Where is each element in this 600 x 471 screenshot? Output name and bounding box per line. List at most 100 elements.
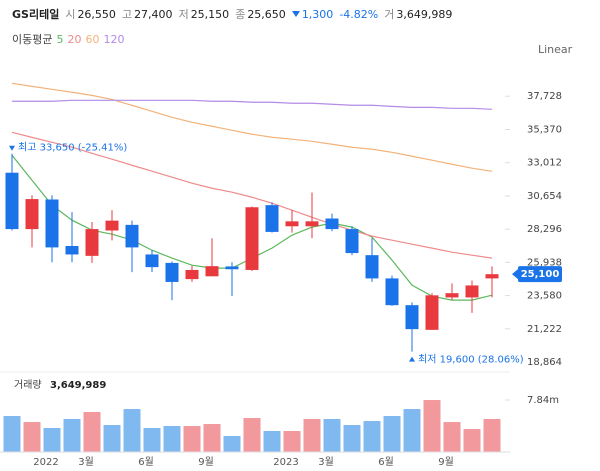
- volume-bar: [243, 417, 261, 452]
- volume-bar: [83, 412, 101, 452]
- y-tick-label: 21,222: [527, 324, 562, 335]
- quote-label: 종: [235, 8, 246, 21]
- volume-bar: [103, 425, 121, 452]
- volume-bar: [23, 422, 41, 452]
- low-marker: [409, 356, 415, 362]
- ma-legend: 이동평균 5 20 60 120: [12, 31, 128, 47]
- quote-value: 25,150: [190, 8, 230, 21]
- candle-body: [185, 269, 199, 280]
- volume-bar: [203, 424, 221, 452]
- volume-title: 거래량: [14, 379, 42, 391]
- header: GS리테일 시 26,550 고 27,400 저 25,150 종 25,650 1,300 -4…: [12, 6, 458, 22]
- quote-value: 26,550: [77, 8, 116, 21]
- x-tick-label: 3월: [78, 456, 94, 468]
- volume-bar: [443, 422, 461, 452]
- ma-legend-item: 20: [67, 33, 82, 46]
- scale-toggle[interactable]: Linear: [538, 43, 573, 56]
- y-tick-label: 37,728: [527, 91, 562, 102]
- volume-bar: [223, 436, 241, 452]
- ma-legend-item: 120: [103, 33, 125, 46]
- candle-body: [25, 199, 39, 230]
- volume-bar: [383, 416, 401, 452]
- volume-total: 3,649,989: [50, 380, 106, 391]
- change: 1,300: [301, 8, 334, 21]
- x-tick-label: 3월: [318, 456, 334, 468]
- volume-bar: [323, 418, 341, 452]
- candle-body: [405, 305, 419, 330]
- quote-label: 저: [178, 8, 189, 21]
- x-tick-label: 2023: [273, 457, 298, 468]
- volume-bar: [123, 409, 141, 452]
- ma-legend-item: 5: [56, 33, 64, 46]
- y-tick-label: 30,654: [527, 191, 562, 202]
- y-tick-label: 28,296: [527, 224, 562, 235]
- volume-label: 거: [384, 8, 395, 21]
- candle-body: [345, 229, 359, 254]
- ma-label: 이동평균: [12, 33, 53, 46]
- down-arrow: [291, 11, 300, 17]
- high-marker: [9, 145, 15, 151]
- candle-body: [425, 295, 439, 330]
- candle-body: [85, 229, 99, 256]
- y-tick-label: 33,012: [527, 158, 562, 169]
- volume-bar: [263, 430, 281, 452]
- quote-label: 고: [121, 8, 133, 21]
- candle-body: [205, 266, 219, 277]
- candle-body: [45, 199, 59, 248]
- quote-label: 시: [65, 8, 76, 21]
- y-tick-label: 18,864: [527, 357, 562, 368]
- candle-body: [165, 262, 179, 282]
- candle-body: [445, 293, 459, 298]
- candle-body: [5, 172, 19, 230]
- quote-value: 27,400: [134, 8, 173, 21]
- candle-body: [305, 221, 319, 227]
- y-tick-label: 23,580: [527, 291, 562, 302]
- candle-body: [365, 255, 379, 279]
- y-tick-label: 25,938: [527, 257, 562, 268]
- volume-bar: [423, 400, 441, 452]
- last-price-tag: [518, 266, 562, 283]
- volume-bar: [163, 426, 181, 452]
- volume-bar: [483, 418, 501, 452]
- candle-body: [285, 221, 299, 227]
- volume-value: 3,649,989: [396, 8, 453, 21]
- volume-bar: [143, 428, 161, 452]
- x-tick-label: 6월: [138, 456, 154, 468]
- ma-legend-item: 60: [85, 33, 100, 46]
- x-tick-label: 9월: [438, 456, 454, 468]
- candle-body: [325, 218, 339, 230]
- volume-bar: [43, 428, 61, 452]
- volume-bar: [463, 428, 481, 452]
- down-arrow-shape: [291, 11, 300, 17]
- last-price-label: 25,100: [521, 269, 560, 280]
- volume-bar: [3, 416, 21, 452]
- y-tick-label: 35,370: [527, 124, 562, 135]
- stock-name: GS리테일: [12, 8, 60, 21]
- volume-tick-label: 7.84m: [527, 395, 559, 406]
- ma-line: [12, 99, 493, 110]
- candle-body: [105, 220, 119, 231]
- candle-body: [145, 254, 159, 268]
- volume-bar: [283, 430, 301, 452]
- volume-bar: [403, 409, 421, 452]
- ma-line: [11, 82, 493, 172]
- candle-body: [265, 205, 279, 232]
- candle-body: [125, 224, 139, 248]
- ma-line: [11, 131, 493, 259]
- volume-bar: [63, 418, 81, 452]
- volume-bar: [303, 418, 321, 452]
- candle-body: [465, 285, 479, 298]
- volume-bar: [343, 425, 361, 452]
- candle-body: [225, 266, 239, 270]
- volume-bar: [183, 426, 201, 452]
- low-label: 최저 19,600 (28.06%): [418, 354, 524, 366]
- candle-body: [65, 246, 79, 255]
- x-tick-label: 9월: [198, 456, 214, 468]
- volume-bar: [363, 421, 381, 452]
- quote-value: 25,650: [247, 8, 286, 21]
- x-tick-label: 2022: [33, 457, 58, 468]
- candle-body: [385, 278, 399, 306]
- high-label: 최고 33,650 (-25.41%): [18, 142, 127, 154]
- candle-body: [245, 207, 259, 270]
